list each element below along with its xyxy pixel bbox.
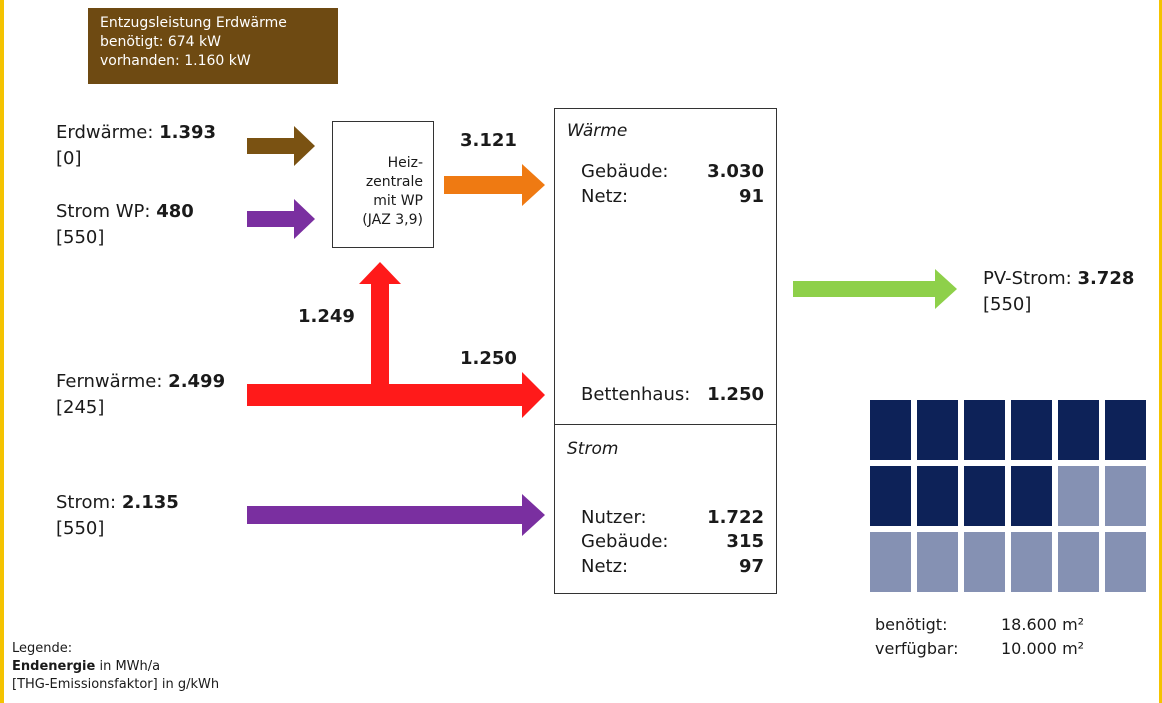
pv-module-needed (1105, 466, 1146, 526)
pv-module-needed (964, 532, 1005, 592)
strom-row-gebaeude: Gebäude: 315 (581, 531, 764, 552)
fernwaerme-factor: [245] (56, 397, 105, 418)
pv-area-info: benötigt: 18.600 m² verfügbar: 10.000 m² (875, 613, 1084, 661)
waerme-row-netz: Netz: 91 (581, 186, 764, 207)
strom-box: Strom Nutzer: 1.722 Gebäude: 315 Netz: 9… (554, 424, 777, 594)
legend: Legende: Endenergie in MWh/a [THG-Emissi… (12, 640, 219, 694)
available-label: verfügbar: (875, 639, 959, 658)
pv-module-needed (870, 532, 911, 592)
erdwaerme-factor: [0] (56, 148, 82, 169)
row-value: 3.030 (707, 161, 764, 182)
pv-module-available (1105, 400, 1146, 460)
source-strom: Strom: 2.135 [550] (56, 490, 179, 542)
strom-wp-factor: [550] (56, 227, 105, 248)
strom-wp-label: Strom WP: (56, 201, 157, 222)
hz-output-arrow (444, 164, 545, 206)
pv-value: 3.728 (1077, 268, 1135, 289)
source-strom-wp: Strom WP: 480 [550] (56, 199, 194, 251)
info-line-3: vorhanden: 1.160 kW (100, 53, 251, 69)
info-line-1: Entzugsleistung Erdwärme (100, 15, 287, 31)
pv-label: PV-Strom: (983, 268, 1078, 289)
row-value: 315 (726, 531, 764, 552)
waerme-box: Wärme Gebäude: 3.030 Netz: 91 Bettenhaus… (554, 108, 777, 425)
legend-title: Legende: (12, 641, 73, 656)
pv-module-needed (917, 532, 958, 592)
available-value: 10.000 m² (1001, 639, 1085, 658)
pv-module-needed (1011, 532, 1052, 592)
strom-arrow (247, 494, 545, 536)
pv-module-available (1058, 400, 1099, 460)
source-erdwaerme: Erdwärme: 1.393 [0] (56, 120, 216, 172)
heat-extraction-info-box: Entzugsleistung Erdwärme benötigt: 674 k… (88, 8, 338, 84)
hz-line-1: Heiz- (387, 155, 423, 171)
needed-value: 18.600 m² (1001, 615, 1085, 634)
strom-wp-value: 480 (156, 201, 194, 222)
erdwaerme-label: Erdwärme: (56, 122, 160, 143)
flow-fernwaerme-right-value: 1.250 (460, 348, 517, 369)
row-label: Nutzer: (581, 507, 647, 528)
legend-energy-unit: in MWh/a (95, 659, 161, 674)
left-border (0, 0, 4, 703)
fernwaerme-value: 2.499 (168, 371, 226, 392)
flow-hz-output-value: 3.121 (460, 130, 517, 151)
heizzentrale-box: Heiz- zentrale mit WP (JAZ 3,9) (332, 121, 434, 248)
pv-factor: [550] (983, 294, 1032, 315)
strom-value: 2.135 (121, 492, 179, 513)
row-label: Netz: (581, 556, 629, 577)
pv-module-available (1011, 466, 1052, 526)
source-pv-strom: PV-Strom: 3.728 [550] (983, 266, 1134, 318)
pv-module-available (964, 466, 1005, 526)
strom-title: Strom (567, 439, 619, 459)
flow-fernwaerme-up-value: 1.249 (298, 306, 355, 327)
hz-line-4: (JAZ 3,9) (362, 212, 423, 228)
pv-module-available (1011, 400, 1052, 460)
pv-strom-arrow (793, 269, 957, 309)
right-border (1159, 0, 1162, 703)
needed-label: benötigt: (875, 615, 948, 634)
strom-row-nutzer: Nutzer: 1.722 (581, 507, 764, 528)
hz-line-3: mit WP (373, 193, 423, 209)
row-label: Bettenhaus: (581, 384, 691, 405)
row-value: 1.722 (707, 507, 764, 528)
pv-module-available (917, 400, 958, 460)
strom-label: Strom: (56, 492, 122, 513)
waerme-row-bettenhaus: Bettenhaus: 1.250 (581, 384, 764, 405)
source-fernwaerme: Fernwärme: 2.499 [245] (56, 369, 225, 421)
pv-module-available (870, 466, 911, 526)
row-label: Netz: (581, 186, 629, 207)
pv-module-needed (1058, 532, 1099, 592)
row-label: Gebäude: (581, 161, 669, 182)
row-value: 1.250 (707, 384, 764, 405)
legend-energy-label: Endenergie (12, 659, 96, 674)
hz-line-2: zentrale (365, 174, 423, 190)
row-label: Gebäude: (581, 531, 669, 552)
fernwaerme-arrow (247, 262, 545, 418)
pv-module-needed (1105, 532, 1146, 592)
strom-wp-arrow (247, 199, 315, 239)
strom-row-netz: Netz: 97 (581, 556, 764, 577)
legend-emission-factor: [THG-Emissionsfaktor] in g/kWh (12, 677, 220, 692)
row-value: 91 (738, 186, 764, 207)
erdwaerme-arrow (247, 126, 315, 166)
pv-module-available (870, 400, 911, 460)
pv-module-available (964, 400, 1005, 460)
waerme-title: Wärme (567, 121, 628, 141)
row-value: 97 (738, 556, 764, 577)
pv-module-grid (870, 400, 1146, 596)
info-line-2: benötigt: 674 kW (100, 34, 221, 50)
fernwaerme-label: Fernwärme: (56, 371, 169, 392)
waerme-row-gebaeude: Gebäude: 3.030 (581, 161, 764, 182)
pv-module-needed (1058, 466, 1099, 526)
erdwaerme-value: 1.393 (159, 122, 217, 143)
pv-module-available (917, 466, 958, 526)
strom-factor: [550] (56, 518, 105, 539)
